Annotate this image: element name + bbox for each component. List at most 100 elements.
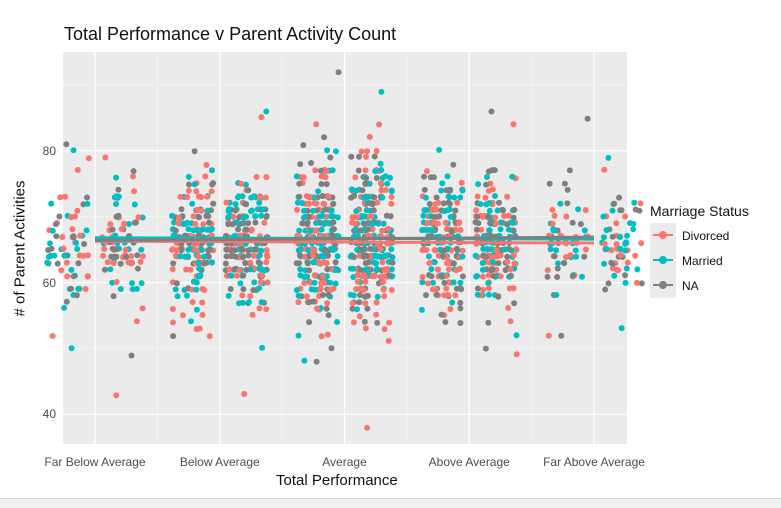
data-point-married (331, 245, 338, 252)
data-point-divorced (369, 226, 376, 233)
data-point-divorced (353, 286, 360, 293)
data-point-na (170, 333, 177, 340)
data-point-married (486, 227, 493, 234)
data-point-divorced (318, 333, 325, 340)
data-point-married (485, 291, 492, 298)
data-point-divorced (169, 246, 175, 253)
data-point-na (109, 226, 116, 233)
data-point-married (199, 226, 206, 233)
data-point-divorced (72, 213, 78, 220)
data-point-divorced (199, 286, 206, 292)
data-point-divorced (457, 227, 464, 233)
data-point-married (609, 207, 616, 214)
data-point-na (296, 193, 303, 200)
data-point-divorced (485, 187, 492, 194)
data-point-married (509, 219, 516, 226)
data-point-divorced (485, 272, 492, 279)
data-point-divorced (82, 286, 89, 292)
data-point-married (459, 253, 466, 260)
data-point-na (128, 352, 135, 359)
trend-line-divorced (94, 239, 595, 245)
data-point-na (331, 226, 337, 233)
data-point-na (421, 173, 427, 180)
data-point-married (328, 213, 335, 220)
data-point-na (485, 319, 492, 326)
data-point-married (107, 266, 114, 273)
data-point-na (554, 265, 561, 272)
data-point-divorced (191, 246, 198, 253)
data-point-divorced (446, 266, 452, 273)
data-point-na (325, 291, 332, 298)
data-point-divorced (199, 311, 206, 318)
data-point-divorced (377, 245, 384, 252)
data-point-married (581, 227, 588, 234)
data-point-married (600, 213, 607, 220)
data-point-divorced (638, 240, 645, 247)
data-point-married (388, 188, 395, 195)
data-point-married (364, 194, 371, 200)
data-point-na (186, 181, 192, 188)
data-point-divorced (368, 213, 375, 220)
data-point-divorced (257, 279, 264, 286)
data-point-divorced (226, 266, 233, 273)
data-point-na (297, 161, 304, 168)
data-point-married (301, 357, 308, 364)
data-point-divorced (609, 265, 616, 272)
data-point-divorced (431, 247, 438, 253)
data-point-divorced (130, 173, 136, 180)
data-point-divorced (497, 273, 504, 280)
data-point-na (239, 246, 246, 253)
data-point-na (488, 108, 495, 115)
data-point-married (185, 173, 192, 180)
data-point-married (373, 260, 380, 267)
data-point-na (318, 181, 325, 187)
data-point-na (561, 180, 568, 187)
data-point-married (485, 280, 492, 287)
data-point-married (177, 253, 184, 260)
data-point-married (200, 253, 207, 260)
data-point-married (188, 318, 194, 325)
data-point-na (223, 253, 230, 260)
data-point-divorced (420, 246, 427, 253)
data-point-divorced (549, 206, 556, 213)
data-point-married (328, 207, 335, 214)
data-point-married (44, 259, 51, 266)
data-point-na (117, 260, 124, 267)
data-point-married (611, 272, 618, 279)
data-point-married (439, 180, 446, 187)
data-point-na (561, 259, 567, 266)
data-point-na (362, 181, 369, 187)
data-point-na (491, 167, 498, 174)
data-point-divorced (306, 194, 313, 201)
data-point-married (603, 246, 610, 252)
data-point-married (457, 194, 464, 201)
data-point-married (51, 252, 58, 259)
data-point-married (484, 246, 491, 252)
data-point-married (418, 306, 425, 313)
data-point-married (618, 325, 625, 332)
data-point-divorced (434, 266, 441, 273)
data-point-divorced (513, 246, 520, 253)
data-point-married (190, 278, 197, 285)
data-point-na (245, 187, 252, 194)
data-point-na (569, 273, 576, 280)
data-point-divorced (386, 319, 393, 326)
data-point-divorced (300, 174, 307, 181)
data-point-divorced (429, 206, 436, 213)
data-point-divorced (258, 114, 265, 121)
data-point-married (436, 146, 443, 153)
data-point-na (496, 199, 502, 206)
data-point-married (311, 279, 318, 286)
data-point-divorced (458, 179, 465, 186)
data-point-na (544, 273, 551, 280)
data-point-divorced (551, 212, 558, 219)
data-point-married (302, 273, 309, 280)
data-point-divorced (203, 162, 210, 168)
data-point-na (113, 246, 120, 253)
data-point-divorced (169, 266, 176, 273)
data-point-divorced (330, 285, 337, 292)
data-point-married (486, 200, 493, 207)
data-point-married (307, 227, 314, 234)
data-point-na (584, 115, 591, 122)
